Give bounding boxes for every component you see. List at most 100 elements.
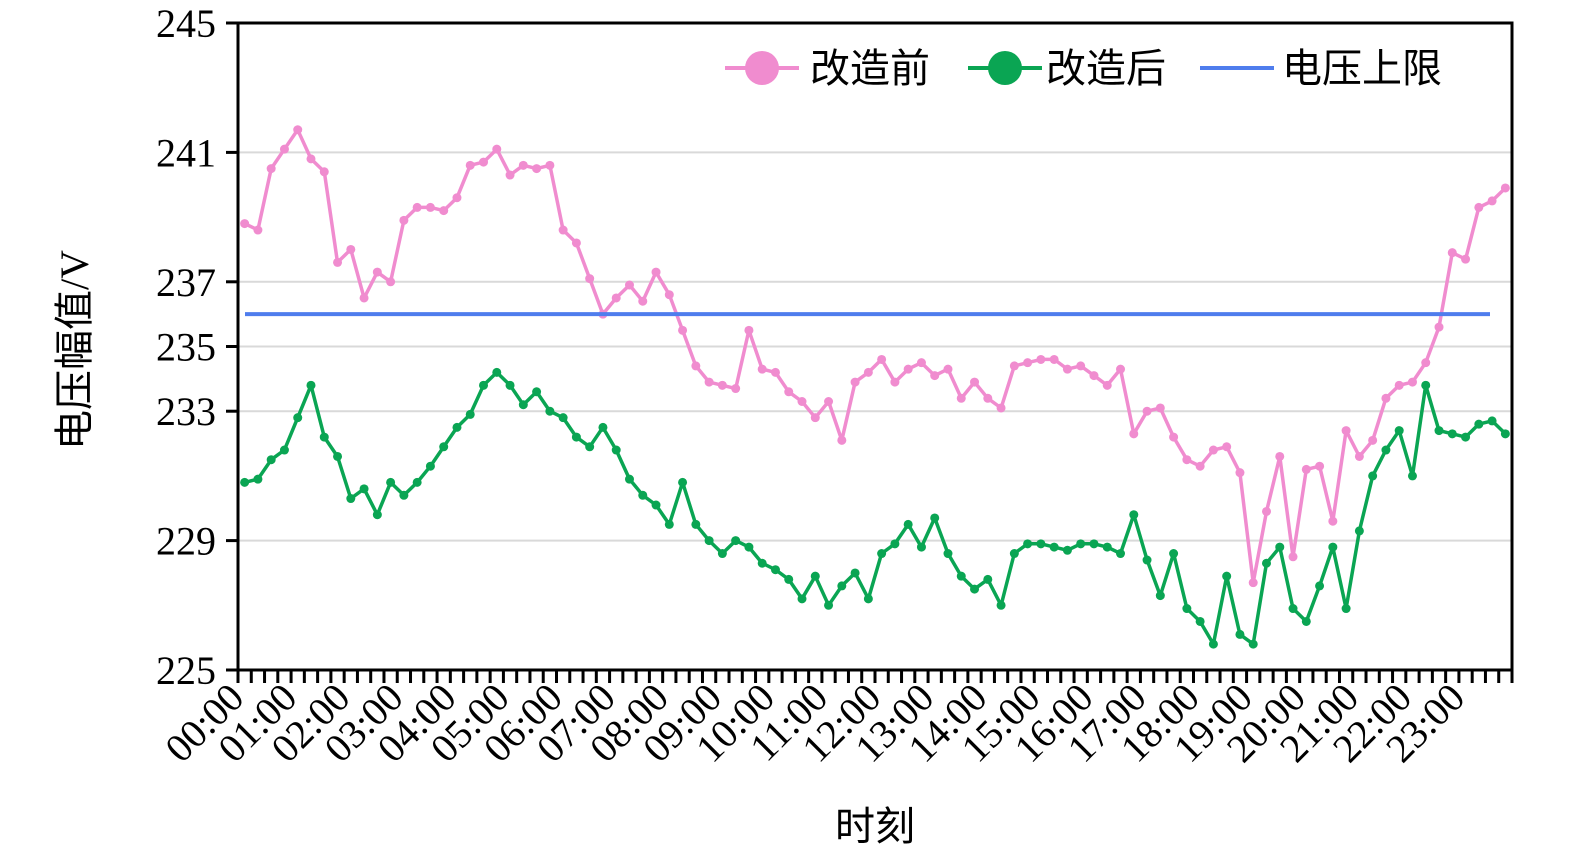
data-point xyxy=(717,549,727,559)
data-point xyxy=(863,594,873,604)
data-point xyxy=(1222,571,1232,581)
data-point xyxy=(770,565,780,575)
data-point xyxy=(1261,558,1271,568)
data-point xyxy=(1023,358,1033,368)
data-point xyxy=(1248,639,1258,649)
data-point xyxy=(1089,371,1099,381)
data-point xyxy=(1434,322,1444,332)
data-point xyxy=(903,364,913,374)
data-point xyxy=(717,380,727,390)
y-tick-label: 245 xyxy=(156,1,216,46)
data-point xyxy=(1116,364,1126,374)
data-point xyxy=(1461,432,1471,442)
data-point xyxy=(996,600,1006,610)
legend-marker xyxy=(745,51,779,85)
gridlines xyxy=(238,151,1512,542)
data-point xyxy=(479,157,489,167)
data-point xyxy=(319,432,329,442)
y-axis-label: 电压幅值/V xyxy=(52,250,97,450)
data-point xyxy=(558,413,568,423)
data-point xyxy=(1129,429,1139,439)
data-point xyxy=(558,225,568,235)
data-point xyxy=(1381,393,1391,403)
data-point xyxy=(744,325,754,335)
data-point xyxy=(1102,542,1112,552)
data-point xyxy=(1301,616,1311,626)
data-point xyxy=(306,154,316,164)
y-tick-label: 225 xyxy=(156,648,216,693)
data-point xyxy=(532,387,542,397)
data-point xyxy=(850,377,860,387)
data-point xyxy=(1487,196,1497,206)
data-point xyxy=(585,274,595,284)
data-point xyxy=(266,455,276,465)
data-point xyxy=(1222,442,1232,452)
data-point xyxy=(518,160,528,170)
data-point xyxy=(983,393,993,403)
data-point xyxy=(916,542,926,552)
data-point xyxy=(837,435,847,445)
data-point xyxy=(319,167,329,177)
data-point xyxy=(1023,539,1033,549)
data-point xyxy=(240,477,250,487)
data-point xyxy=(624,474,634,484)
data-point xyxy=(744,542,754,552)
data-point xyxy=(903,519,913,529)
data-point xyxy=(943,364,953,374)
data-point xyxy=(399,490,409,500)
data-point xyxy=(731,536,741,546)
data-point xyxy=(425,461,435,471)
data-point xyxy=(1288,604,1298,614)
data-point xyxy=(651,500,661,510)
data-point xyxy=(359,293,369,303)
data-point xyxy=(505,170,515,180)
data-point xyxy=(346,244,356,254)
data-point xyxy=(970,584,980,594)
data-point xyxy=(1169,549,1179,559)
data-point xyxy=(956,571,966,581)
data-point xyxy=(545,160,555,170)
data-point xyxy=(1248,578,1258,588)
data-point xyxy=(1062,545,1072,555)
data-point xyxy=(372,267,382,277)
data-point xyxy=(1315,461,1325,471)
data-point xyxy=(1421,358,1431,368)
data-point xyxy=(1500,183,1510,193)
axes xyxy=(226,21,1514,683)
data-point xyxy=(691,519,701,529)
data-point xyxy=(1049,542,1059,552)
data-point xyxy=(585,442,595,452)
y-tick-labels: 225 229 233 235 237 241 245 xyxy=(156,1,216,693)
legend-item: 改造后 xyxy=(968,46,1166,92)
data-point xyxy=(611,445,621,455)
legend-label: 改造后 xyxy=(1046,46,1166,92)
data-point xyxy=(1354,526,1364,536)
data-point xyxy=(784,387,794,397)
data-point xyxy=(571,432,581,442)
y-tick-label: 233 xyxy=(156,389,216,434)
data-point xyxy=(279,144,289,154)
data-point xyxy=(492,367,502,377)
data-point xyxy=(452,193,462,203)
data-point xyxy=(757,364,767,374)
data-point xyxy=(532,164,542,174)
data-point xyxy=(465,160,475,170)
data-point xyxy=(1381,445,1391,455)
series-layer xyxy=(240,125,1510,649)
data-point xyxy=(1208,445,1218,455)
data-point xyxy=(837,581,847,591)
data-point xyxy=(1116,549,1126,559)
data-point xyxy=(1354,451,1364,461)
data-point xyxy=(253,225,263,235)
legend-marker xyxy=(988,51,1022,85)
series-line xyxy=(243,128,1507,585)
data-point xyxy=(1368,435,1378,445)
data-point xyxy=(1195,616,1205,626)
data-point xyxy=(664,290,674,300)
data-point xyxy=(863,367,873,377)
data-point xyxy=(452,422,462,432)
data-point xyxy=(598,422,608,432)
data-point xyxy=(877,549,887,559)
y-tick-label: 229 xyxy=(156,519,216,564)
data-point xyxy=(877,354,887,364)
